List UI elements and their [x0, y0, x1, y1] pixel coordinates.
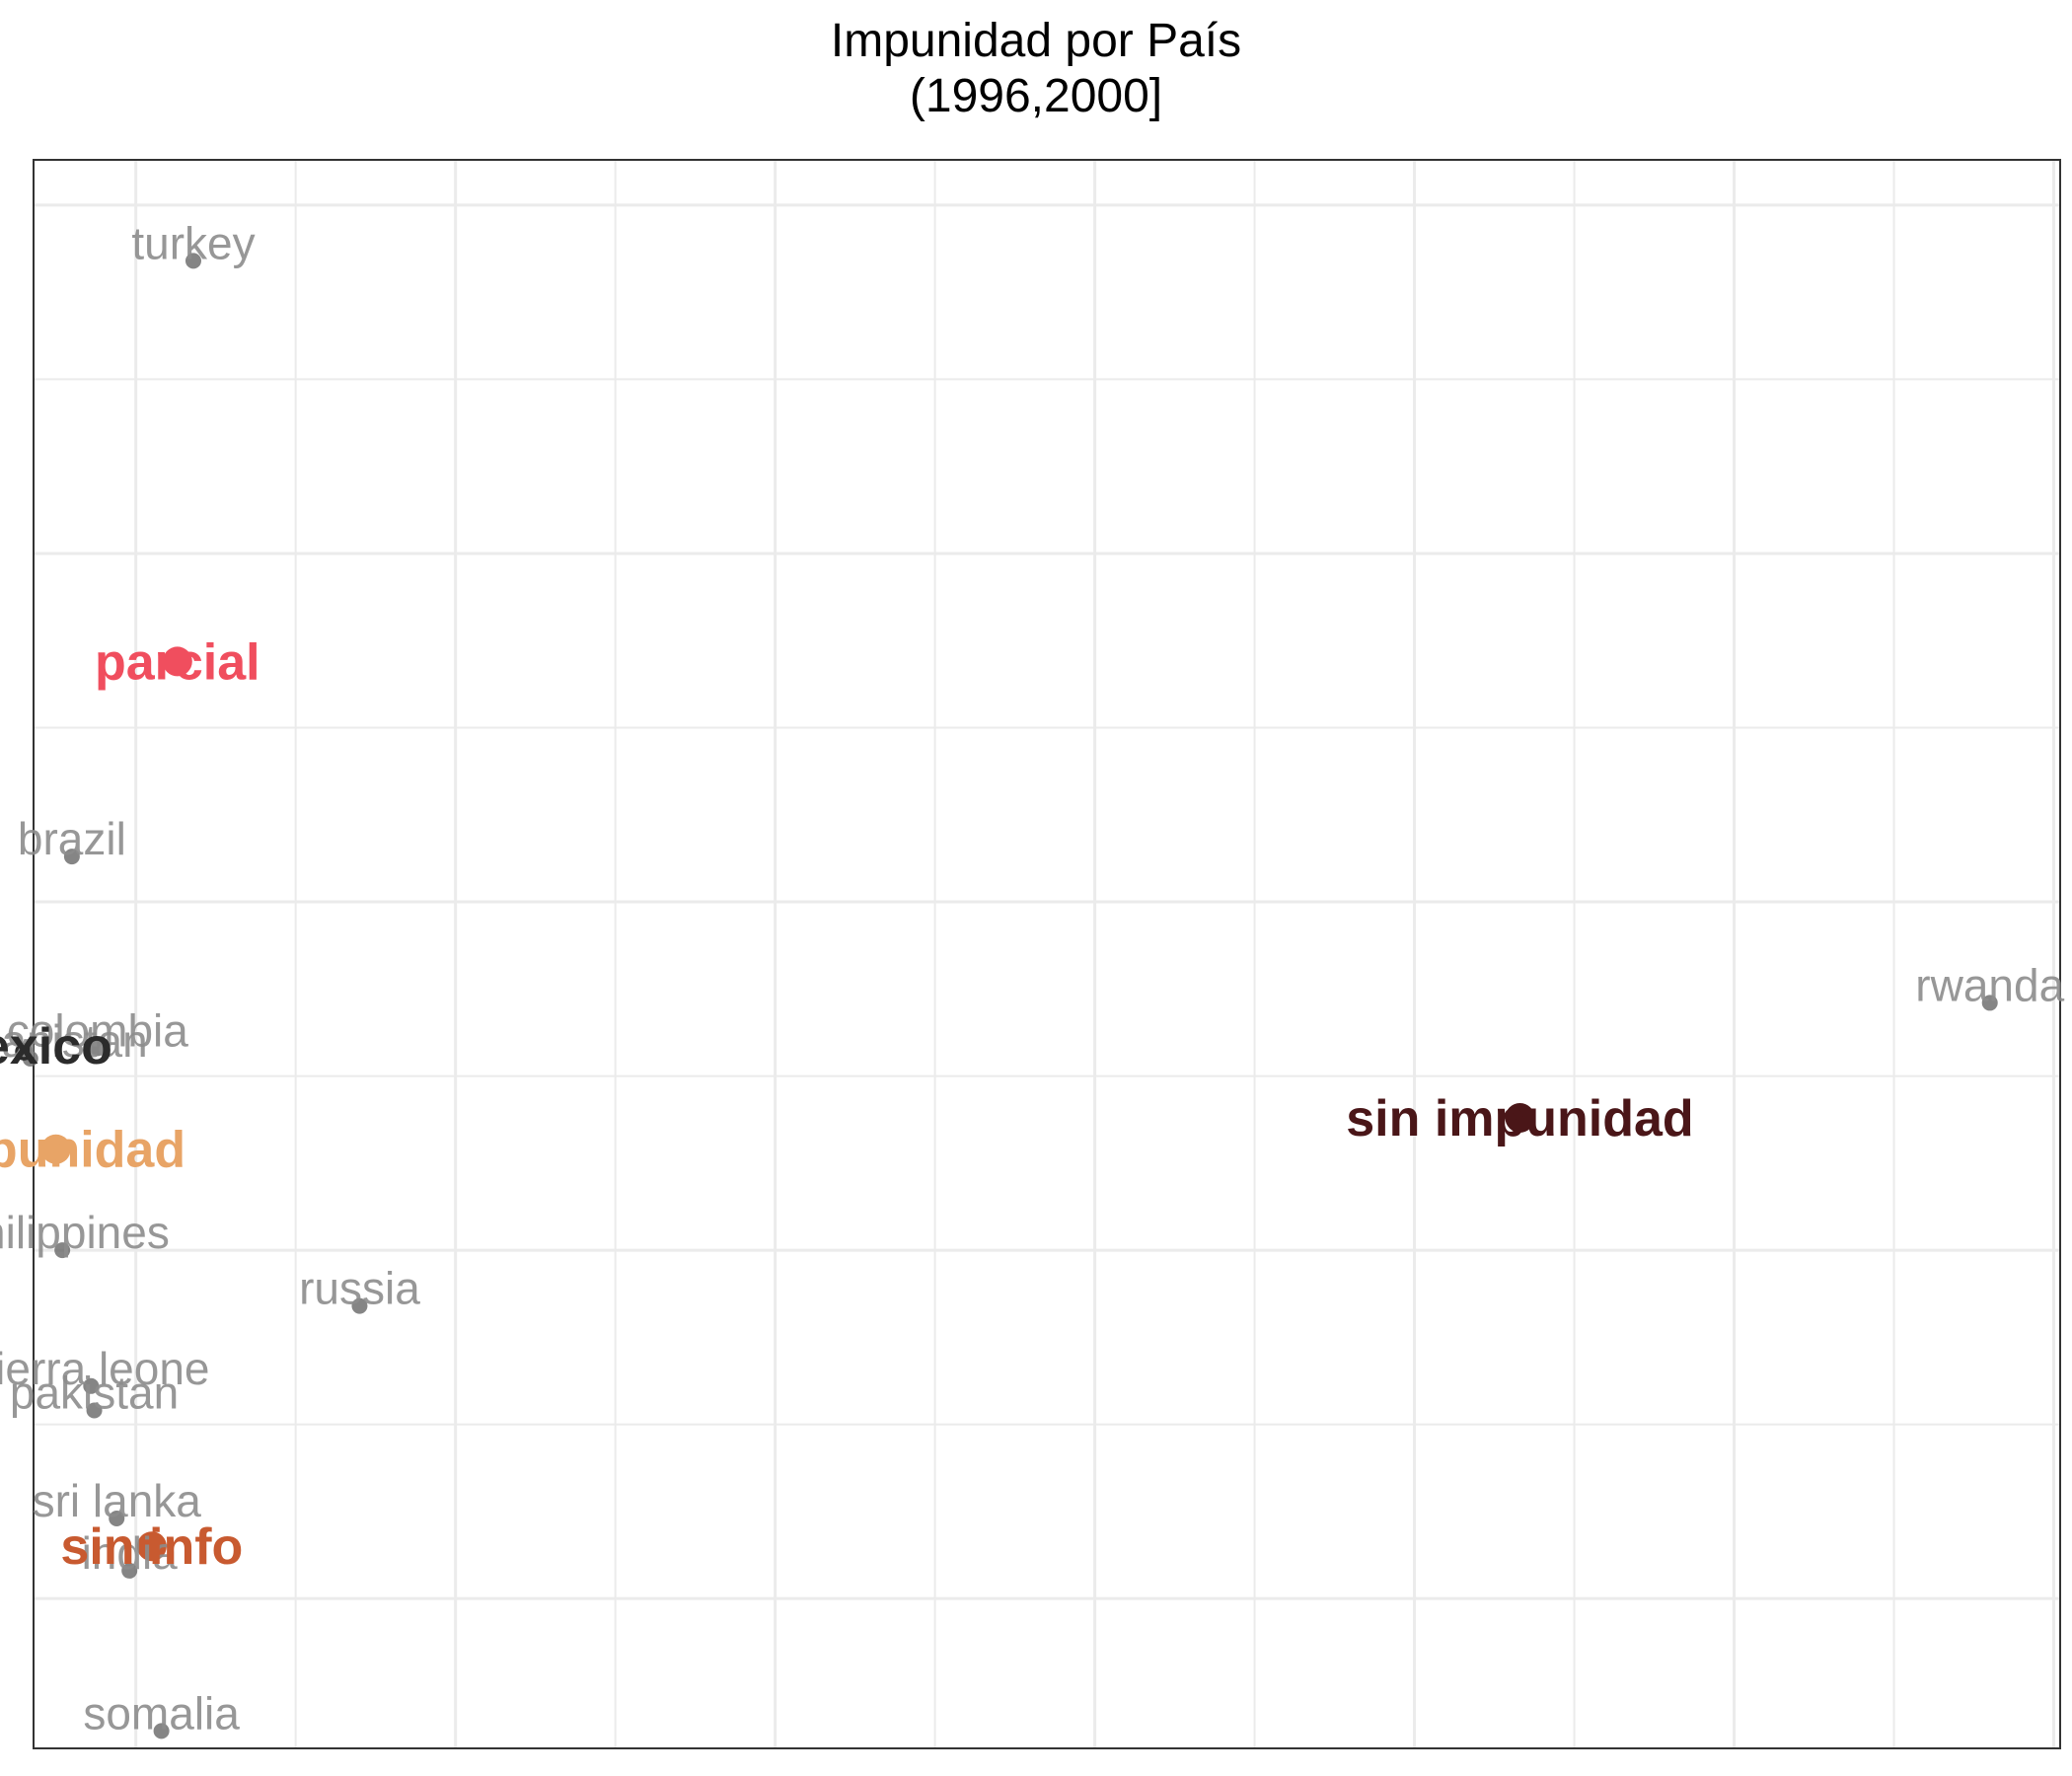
- country-label: india: [82, 1527, 179, 1579]
- points-layer: [15, 253, 1998, 1739]
- country-point: [83, 1377, 100, 1394]
- country-label: somalia: [83, 1687, 240, 1739]
- group-label: sin impunidad: [1346, 1090, 1693, 1147]
- group-point: [162, 646, 192, 677]
- country-point: [89, 1040, 106, 1057]
- country-label: brazil: [18, 813, 126, 864]
- country-point: [351, 1297, 368, 1314]
- country-label: sierra leone: [0, 1343, 209, 1394]
- plot-panel: [33, 159, 2061, 1749]
- country-point: [109, 1510, 125, 1526]
- country-label: sri lanka: [33, 1475, 202, 1526]
- group-point: [40, 1134, 71, 1164]
- country-point: [86, 1402, 103, 1419]
- highlight-label: mexico: [0, 1018, 112, 1075]
- group-label: parcial: [95, 633, 260, 691]
- country-label: turkey: [131, 217, 255, 268]
- country-point: [63, 849, 80, 865]
- country-label: afghanistan: [0, 1015, 148, 1067]
- group-point: [1505, 1102, 1535, 1133]
- country-label: russia: [299, 1263, 420, 1314]
- country-label: colombia: [7, 1004, 189, 1056]
- country-point: [153, 1723, 170, 1739]
- country-point: [185, 253, 201, 269]
- country-label: philippines: [0, 1207, 170, 1258]
- country-point: [54, 1242, 71, 1259]
- grid: [34, 160, 2060, 1748]
- country-point: [121, 1562, 138, 1579]
- labels-layer: turkey brazil rwanda colombiaafghanistan phi…: [0, 217, 2065, 1739]
- group-label: sin info: [60, 1518, 243, 1576]
- chart-title: Impunidad por País (1996,2000]: [0, 14, 2072, 124]
- chart-title-main: Impunidad por País: [830, 15, 1242, 67]
- chart-subtitle: (1996,2000]: [909, 70, 1163, 122]
- country-label: pakistan: [10, 1368, 179, 1419]
- group-label: impunidad: [0, 1122, 185, 1179]
- country-label: rwanda: [1915, 959, 2064, 1010]
- country-point: [1981, 995, 1998, 1011]
- group-point: [136, 1531, 167, 1562]
- highlight-point: [15, 1042, 34, 1061]
